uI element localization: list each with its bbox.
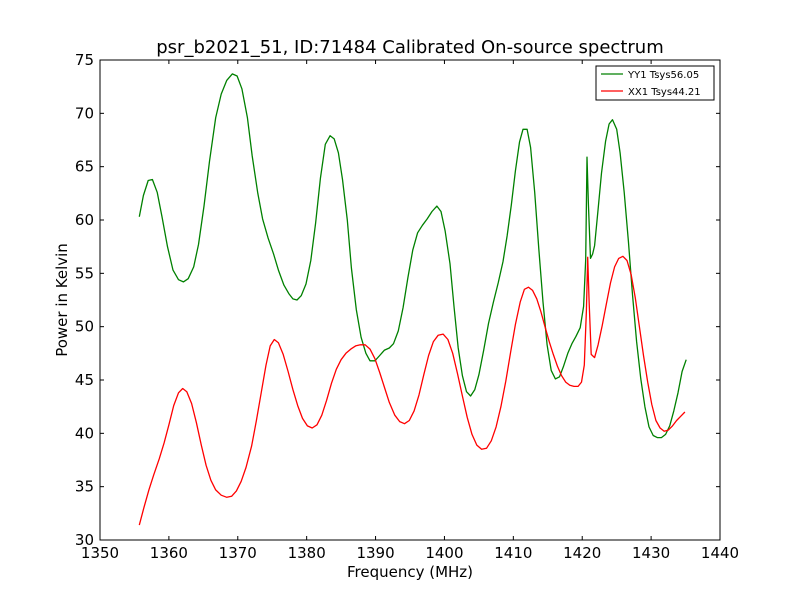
y-tick-label: 45 (75, 371, 94, 389)
y-tick-label: 75 (75, 51, 94, 69)
y-tick-label: 50 (75, 318, 94, 336)
x-tick-label: 1370 (219, 544, 257, 562)
y-tick-label: 70 (75, 104, 94, 122)
chart-title: psr_b2021_51, ID:71484 Calibrated On-sou… (156, 37, 663, 58)
legend-box (595, 65, 715, 101)
x-tick-label: 1390 (356, 544, 394, 562)
y-axis-label: Power in Kelvin (53, 243, 71, 357)
legend-label-xx1: XX1 Tsys44.21 (628, 87, 701, 98)
x-tick-label: 1430 (632, 544, 670, 562)
x-tick-label: 1400 (425, 544, 463, 562)
x-tick-label: 1350 (81, 544, 119, 562)
legend: YY1 Tsys56.05 XX1 Tsys44.21 (595, 65, 715, 101)
x-tick-label: 1410 (494, 544, 532, 562)
y-tick-label: 65 (75, 158, 94, 176)
y-tick-label: 60 (75, 211, 94, 229)
legend-label-yy1: YY1 Tsys56.05 (627, 70, 699, 81)
y-tick-label: 35 (75, 478, 94, 496)
series-layer (138, 73, 687, 526)
y-tick-label: 30 (75, 531, 94, 549)
y-tick-label: 55 (75, 264, 94, 282)
x-tick-label: 1440 (701, 544, 739, 562)
x-tick-label: 1420 (563, 544, 601, 562)
series-line-yy1 (138, 73, 687, 439)
x-tick-label: 1360 (150, 544, 188, 562)
y-tick-label: 40 (75, 424, 94, 442)
x-axis-label: Frequency (MHz) (347, 563, 473, 581)
x-tick-label: 1380 (288, 544, 326, 562)
plot-frame (99, 59, 721, 541)
ticks-layer: 1350 1360 1370 1380 1390 1400 1410 1420 1430 1440… (75, 51, 739, 562)
series-line-xx1 (138, 255, 686, 526)
